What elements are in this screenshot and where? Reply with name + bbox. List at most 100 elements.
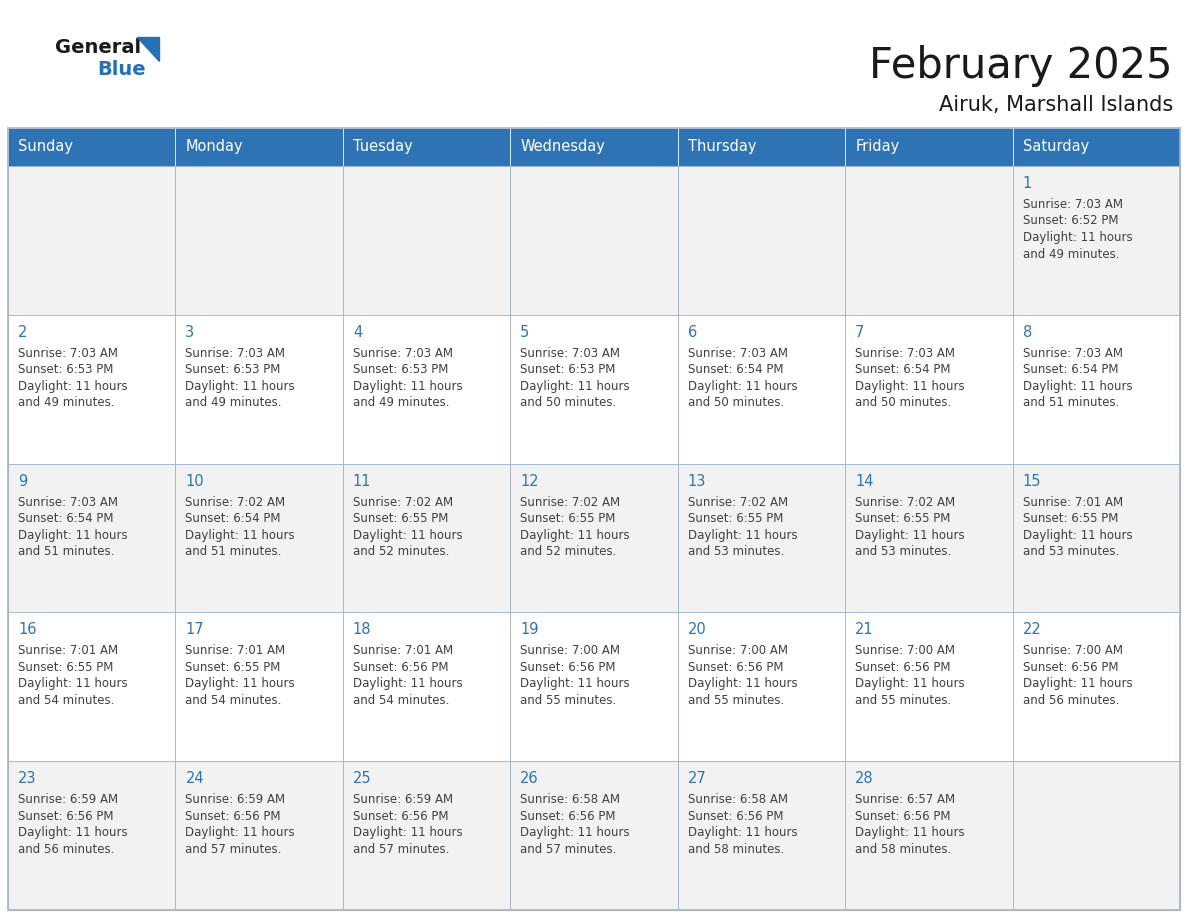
Text: Sunset: 6:52 PM: Sunset: 6:52 PM <box>1023 215 1118 228</box>
Text: and 53 minutes.: and 53 minutes. <box>855 545 952 558</box>
Text: Sunset: 6:56 PM: Sunset: 6:56 PM <box>855 810 950 823</box>
Text: and 56 minutes.: and 56 minutes. <box>18 843 114 856</box>
Text: Sunset: 6:54 PM: Sunset: 6:54 PM <box>1023 364 1118 376</box>
Text: 12: 12 <box>520 474 539 488</box>
Bar <box>176 612 343 761</box>
Bar <box>677 464 845 612</box>
Text: Sunrise: 7:00 AM: Sunrise: 7:00 AM <box>688 644 788 657</box>
Bar <box>343 128 511 166</box>
Text: 19: 19 <box>520 622 539 637</box>
Text: Daylight: 11 hours: Daylight: 11 hours <box>855 826 965 839</box>
Text: and 55 minutes.: and 55 minutes. <box>855 694 952 707</box>
Bar <box>8 315 176 464</box>
Text: Sunset: 6:54 PM: Sunset: 6:54 PM <box>855 364 950 376</box>
Text: Daylight: 11 hours: Daylight: 11 hours <box>1023 380 1132 393</box>
Bar <box>511 464 677 612</box>
Text: 4: 4 <box>353 325 362 340</box>
Text: Sunrise: 7:03 AM: Sunrise: 7:03 AM <box>855 347 955 360</box>
Bar <box>1012 315 1180 464</box>
Text: Sunrise: 7:03 AM: Sunrise: 7:03 AM <box>18 496 118 509</box>
Text: Sunset: 6:56 PM: Sunset: 6:56 PM <box>688 810 783 823</box>
Bar <box>8 761 176 910</box>
Text: Blue: Blue <box>97 60 146 79</box>
Text: Daylight: 11 hours: Daylight: 11 hours <box>855 529 965 542</box>
Text: 27: 27 <box>688 771 707 786</box>
Text: Daylight: 11 hours: Daylight: 11 hours <box>520 380 630 393</box>
Bar <box>1012 761 1180 910</box>
Bar <box>8 612 176 761</box>
Text: and 55 minutes.: and 55 minutes. <box>688 694 784 707</box>
Text: 20: 20 <box>688 622 707 637</box>
Text: Sunset: 6:56 PM: Sunset: 6:56 PM <box>520 810 615 823</box>
Text: Sunset: 6:55 PM: Sunset: 6:55 PM <box>855 512 950 525</box>
Text: Sunset: 6:55 PM: Sunset: 6:55 PM <box>1023 512 1118 525</box>
Text: Sunset: 6:54 PM: Sunset: 6:54 PM <box>185 512 280 525</box>
Bar <box>176 128 343 166</box>
Bar <box>845 128 1012 166</box>
Text: 6: 6 <box>688 325 697 340</box>
Text: and 54 minutes.: and 54 minutes. <box>185 694 282 707</box>
Text: Daylight: 11 hours: Daylight: 11 hours <box>353 529 462 542</box>
Text: 23: 23 <box>18 771 37 786</box>
Text: Sunrise: 7:01 AM: Sunrise: 7:01 AM <box>353 644 453 657</box>
Bar <box>845 464 1012 612</box>
Bar <box>176 464 343 612</box>
Text: Sunset: 6:55 PM: Sunset: 6:55 PM <box>688 512 783 525</box>
Text: February 2025: February 2025 <box>870 45 1173 87</box>
Text: 28: 28 <box>855 771 873 786</box>
Bar <box>511 761 677 910</box>
Text: and 52 minutes.: and 52 minutes. <box>353 545 449 558</box>
Bar <box>677 128 845 166</box>
Text: Sunset: 6:56 PM: Sunset: 6:56 PM <box>1023 661 1118 674</box>
Text: Sunset: 6:54 PM: Sunset: 6:54 PM <box>688 364 783 376</box>
Text: General: General <box>55 38 141 57</box>
Text: and 51 minutes.: and 51 minutes. <box>1023 397 1119 409</box>
Text: Sunrise: 7:02 AM: Sunrise: 7:02 AM <box>185 496 285 509</box>
Text: Daylight: 11 hours: Daylight: 11 hours <box>855 677 965 690</box>
Text: and 57 minutes.: and 57 minutes. <box>520 843 617 856</box>
Bar <box>343 761 511 910</box>
Text: Sunrise: 6:57 AM: Sunrise: 6:57 AM <box>855 793 955 806</box>
Text: Daylight: 11 hours: Daylight: 11 hours <box>520 826 630 839</box>
Bar <box>8 128 1180 910</box>
Bar <box>677 166 845 315</box>
Text: Sunrise: 7:03 AM: Sunrise: 7:03 AM <box>1023 198 1123 211</box>
Text: Daylight: 11 hours: Daylight: 11 hours <box>185 380 295 393</box>
Text: 5: 5 <box>520 325 530 340</box>
Bar <box>845 166 1012 315</box>
Text: 22: 22 <box>1023 622 1042 637</box>
Text: Sunset: 6:56 PM: Sunset: 6:56 PM <box>520 661 615 674</box>
Text: Sunset: 6:56 PM: Sunset: 6:56 PM <box>18 810 114 823</box>
Text: Monday: Monday <box>185 140 244 154</box>
Bar <box>176 761 343 910</box>
Text: Sunrise: 7:03 AM: Sunrise: 7:03 AM <box>520 347 620 360</box>
Bar <box>343 166 511 315</box>
Bar <box>343 612 511 761</box>
Text: Sunrise: 7:03 AM: Sunrise: 7:03 AM <box>185 347 285 360</box>
Text: and 50 minutes.: and 50 minutes. <box>855 397 952 409</box>
Text: 3: 3 <box>185 325 195 340</box>
Text: Sunrise: 7:01 AM: Sunrise: 7:01 AM <box>18 644 118 657</box>
Text: Sunrise: 6:58 AM: Sunrise: 6:58 AM <box>520 793 620 806</box>
Text: Sunday: Sunday <box>18 140 72 154</box>
Text: Sunset: 6:56 PM: Sunset: 6:56 PM <box>353 661 448 674</box>
Text: Daylight: 11 hours: Daylight: 11 hours <box>1023 677 1132 690</box>
Text: Sunrise: 7:01 AM: Sunrise: 7:01 AM <box>1023 496 1123 509</box>
Text: Daylight: 11 hours: Daylight: 11 hours <box>1023 231 1132 244</box>
Bar <box>1012 166 1180 315</box>
Text: Sunset: 6:53 PM: Sunset: 6:53 PM <box>18 364 113 376</box>
Text: Daylight: 11 hours: Daylight: 11 hours <box>688 380 797 393</box>
Text: Sunset: 6:53 PM: Sunset: 6:53 PM <box>520 364 615 376</box>
Text: and 53 minutes.: and 53 minutes. <box>688 545 784 558</box>
Text: Friday: Friday <box>855 140 899 154</box>
Text: Daylight: 11 hours: Daylight: 11 hours <box>855 380 965 393</box>
Bar <box>677 761 845 910</box>
Text: and 53 minutes.: and 53 minutes. <box>1023 545 1119 558</box>
Text: Wednesday: Wednesday <box>520 140 605 154</box>
Text: and 58 minutes.: and 58 minutes. <box>688 843 784 856</box>
Bar <box>1012 464 1180 612</box>
Text: 14: 14 <box>855 474 873 488</box>
Text: Daylight: 11 hours: Daylight: 11 hours <box>18 380 127 393</box>
Text: Sunset: 6:54 PM: Sunset: 6:54 PM <box>18 512 114 525</box>
Text: Daylight: 11 hours: Daylight: 11 hours <box>185 529 295 542</box>
